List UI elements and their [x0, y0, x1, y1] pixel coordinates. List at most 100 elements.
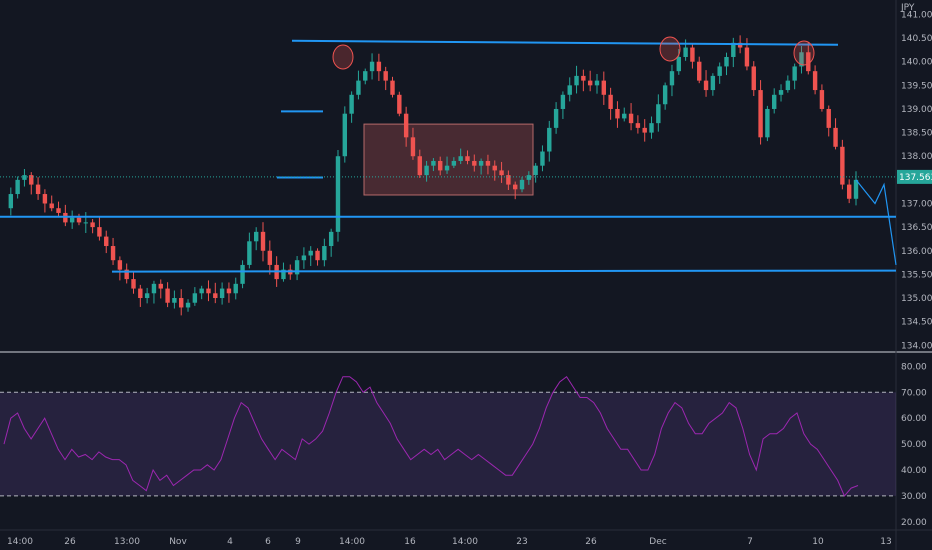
candle-body	[15, 179, 20, 195]
rsi-tick-label: 70.00	[901, 388, 927, 398]
candle-body	[574, 75, 579, 86]
time-tick-label: 10	[812, 537, 824, 547]
candle-body	[812, 71, 818, 91]
candle-body	[376, 61, 382, 72]
candle-body	[690, 47, 695, 62]
price-tick-label: 140.500	[901, 34, 932, 44]
candle-body	[410, 137, 416, 157]
price-tick-label: 135.500	[901, 270, 932, 280]
candle-body	[799, 52, 804, 67]
candle-body	[192, 293, 198, 303]
candle-body	[772, 94, 777, 109]
candle-body	[601, 80, 607, 95]
rsi-tick-label: 50.00	[901, 440, 927, 450]
candle-body	[301, 255, 307, 261]
candle-body	[465, 156, 470, 161]
rsi-tick-label: 40.00	[901, 466, 927, 476]
time-tick-label: 13	[880, 537, 891, 547]
candle-body	[662, 85, 668, 105]
candle-body	[451, 160, 457, 166]
candle-body	[478, 160, 484, 166]
candle-body	[49, 203, 54, 209]
candle-body	[703, 80, 709, 91]
candle-body	[833, 127, 838, 147]
rsi-tick-label: 80.00	[901, 362, 927, 372]
candle-body	[765, 108, 770, 138]
candle-body	[97, 227, 102, 237]
candle-body	[697, 61, 702, 81]
candle-body	[751, 66, 756, 91]
candle-body	[458, 156, 463, 161]
rsi-tick-label: 60.00	[901, 414, 927, 424]
price-tick-label: 135.000	[901, 294, 932, 304]
candle-body	[260, 231, 266, 251]
candle-body	[472, 160, 477, 166]
price-tick-label: 140.000	[901, 58, 932, 68]
rsi-tick-label: 30.00	[901, 492, 927, 502]
candle-body	[540, 151, 545, 166]
candle-body	[233, 283, 238, 294]
time-tick-label: Nov	[169, 537, 187, 547]
time-tick-label: 16	[404, 537, 416, 547]
candle-body	[42, 194, 48, 204]
candle-body	[587, 80, 593, 86]
candle-body	[56, 208, 61, 213]
candle-body	[581, 75, 586, 81]
time-tick-label: Dec	[649, 537, 666, 547]
candle-body	[253, 231, 259, 242]
candle-body	[390, 80, 395, 95]
candle-body	[138, 288, 143, 299]
candle-body	[676, 56, 681, 72]
rsi-line	[3, 375, 859, 497]
price-tick-label: 136.000	[901, 247, 932, 257]
rsi-tick-label: 20.00	[901, 518, 927, 528]
candle-body	[69, 217, 75, 223]
candle-body	[656, 104, 661, 124]
currency-label: JPY	[900, 3, 915, 13]
candle-body	[83, 222, 88, 224]
candle-body	[492, 165, 497, 171]
price-tick-label: 139.500	[901, 81, 932, 91]
candle-body	[513, 184, 518, 190]
time-tick-label: 26	[585, 537, 597, 547]
candle-body	[124, 269, 129, 280]
candle-body	[438, 160, 443, 171]
forecast-path	[855, 179, 897, 266]
price-tick-label: 138.500	[901, 129, 932, 139]
candle-body	[806, 52, 811, 72]
candle-body	[499, 170, 504, 176]
candle-body	[826, 108, 831, 128]
candle-body	[533, 165, 538, 176]
candle-body	[397, 94, 402, 114]
candle-body	[172, 298, 177, 303]
candle-body	[444, 165, 450, 171]
candle-body	[22, 175, 27, 180]
candle-body	[628, 113, 634, 124]
candle-body	[785, 80, 791, 91]
candle-body	[213, 293, 218, 299]
candle-body	[635, 123, 641, 128]
candle-body	[778, 90, 784, 95]
peak-marker	[793, 40, 815, 66]
price-tick-label: 134.000	[901, 341, 932, 351]
candle-body	[104, 236, 109, 247]
candle-body	[669, 71, 675, 86]
time-tick-label: 14:00	[452, 537, 478, 547]
candle-body	[594, 80, 600, 86]
candle-body	[35, 184, 41, 195]
price-tick-label: 136.500	[901, 223, 932, 233]
candle-body	[206, 288, 211, 294]
candle-body	[506, 175, 511, 185]
candle-body	[179, 298, 184, 308]
candle-body	[117, 260, 123, 270]
candle-body	[819, 90, 825, 109]
candle-body	[567, 85, 572, 95]
peak-marker	[659, 36, 681, 62]
candle-body	[840, 146, 845, 185]
candle-body	[683, 47, 688, 57]
candle-body	[369, 61, 375, 72]
candle-body	[144, 293, 150, 299]
price-tick-label: 137.000	[901, 199, 932, 209]
